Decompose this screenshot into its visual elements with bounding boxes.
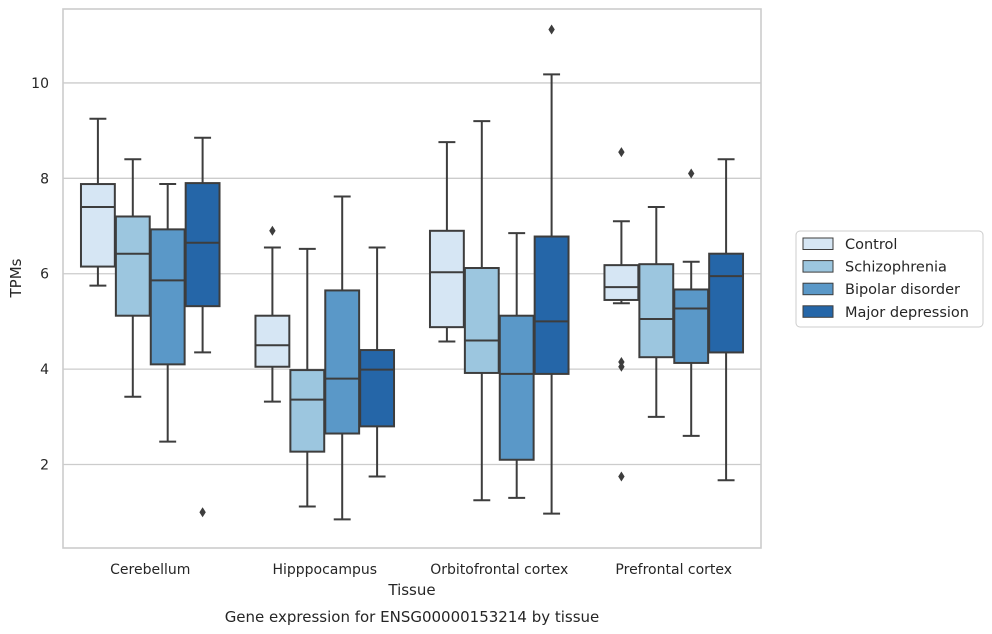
y-axis-label: TPMs [7,258,25,298]
box-2-0 [428,141,465,343]
box-3-3 [708,158,745,482]
legend-label: Schizophrenia [845,260,947,276]
box-0-1 [114,158,151,398]
outlier-point [618,147,625,158]
x-tick-labels: Cerebellum Hipppocampus Orbitofrontal cort… [110,562,732,578]
x-tick-label: Orbitofrontal cortex [430,562,568,578]
y-tick-label: 10 [31,76,49,92]
box-body [149,228,186,366]
box-0-2 [149,183,186,443]
legend-label: Major depression [845,305,969,321]
box-body [638,263,675,359]
y-tick-labels: 2 4 6 8 10 [31,76,49,474]
outlier-point [269,225,276,236]
box-3-2 [673,168,710,437]
figure-caption: Gene expression for ENSG00000153214 by t… [225,608,600,626]
plot-frame [62,8,762,549]
legend-swatch [802,237,834,250]
box-body [359,349,396,428]
y-tick-label: 2 [40,458,49,474]
legend: Control Schizophrenia Bipolar disorder Majo… [795,230,984,328]
legend-swatch [802,282,834,296]
legend-frame [795,230,984,328]
y-tick-label: 4 [40,362,49,378]
box-body [428,229,465,329]
box-3-1 [638,205,675,418]
box-body [533,235,570,375]
legend-swatch [802,305,834,318]
box-body [324,289,361,435]
outlier-point [548,24,555,35]
box-1-3 [359,246,396,478]
box-0-0 [79,117,116,287]
box-body [708,252,745,354]
box-body [254,314,291,368]
outlier-point [618,471,625,482]
box-body [498,314,535,461]
outlier-point [688,168,695,179]
box-body [463,267,500,374]
legend-label: Control [845,237,897,253]
box-body [79,183,116,268]
box-3-0 [603,147,640,482]
box-1-0 [254,225,291,403]
box-2-1 [463,120,500,502]
box-1-1 [289,247,326,508]
box-body [289,369,326,453]
box-body [184,182,221,308]
box-0-3 [184,136,221,518]
x-tick-label: Prefrontal cortex [615,562,732,578]
x-tick-label: Hipppocampus [272,562,377,578]
x-axis-label: Tissue [387,581,435,599]
box-2-2 [498,232,535,499]
outlier-point [199,507,206,518]
box-body [673,288,710,364]
legend-label: Bipolar disorder [845,282,960,298]
box-marks [79,24,745,521]
x-tick-label: Cerebellum [110,562,190,578]
box-body [603,264,640,301]
box-2-3 [533,24,570,515]
y-tick-label: 6 [40,267,49,283]
outlier-point [618,361,625,372]
box-body [114,215,151,317]
legend-swatch [802,260,834,273]
box-1-2 [324,195,361,521]
y-tick-label: 8 [40,171,49,187]
